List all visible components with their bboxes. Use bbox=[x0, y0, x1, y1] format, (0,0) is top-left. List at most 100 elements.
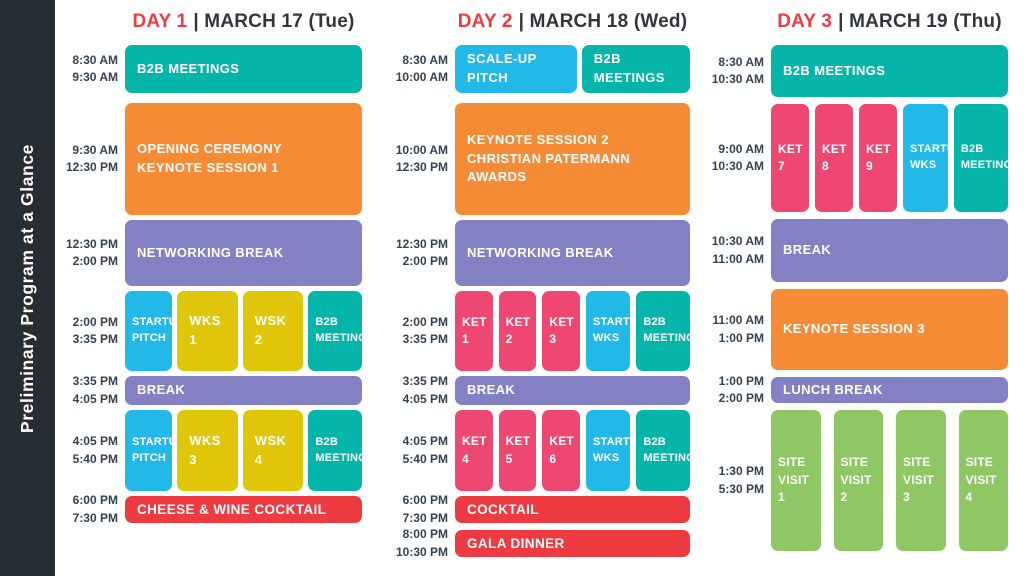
schedule-row: 11:00 AM 1:00 PM KEYNOTE SESSION 3 bbox=[703, 289, 1008, 370]
block-ket-1: KET 1 bbox=[455, 291, 493, 371]
block-site-visit-3: SITE VISIT 3 bbox=[896, 410, 946, 551]
block-keynote-session-2: KEYNOTE SESSION 2 CHRISTIAN PATERMANN AW… bbox=[455, 103, 690, 215]
block-site-visit-4: SITE VISIT 4 bbox=[958, 410, 1008, 551]
block-break: BREAK bbox=[125, 376, 362, 405]
block-lunch-break: LUNCH BREAK bbox=[771, 377, 1008, 403]
time-label: 11:00 AM 1:00 PM bbox=[712, 313, 764, 345]
block-site-visit-2: SITE VISIT 2 bbox=[833, 410, 883, 551]
day3-header: DAY 3 | MARCH 19 (Thu) bbox=[771, 8, 1008, 36]
time-label: 8:30 AM 10:00 AM bbox=[395, 52, 448, 84]
day1-label: DAY 1 bbox=[132, 11, 188, 32]
block-cheese-wine-cocktail: CHEESE & WINE COCKTAIL bbox=[125, 496, 362, 523]
time-label: 4:05 PM 5:40 PM bbox=[72, 434, 118, 466]
schedule-row: 9:30 AM 12:30 PM OPENING CEREMONY KEYNOT… bbox=[62, 103, 362, 215]
time-label: 9:00 AM 10:30 AM bbox=[711, 141, 764, 173]
schedule-row: 8:30 AM 10:30 AM B2B MEETINGS bbox=[703, 45, 1008, 97]
block-opening-ceremony: OPENING CEREMONY KEYNOTE SESSION 1 bbox=[125, 103, 362, 215]
row-blocks: BREAK bbox=[125, 376, 362, 405]
schedule-row: 12:30 PM 2:00 PM NETWORKING BREAK bbox=[390, 220, 690, 286]
time-label: 1:30 PM 5:30 PM bbox=[718, 464, 764, 496]
schedule-row: 4:05 PM 5:40 PM KET 4 KET 5 KET 6 STARTU… bbox=[390, 410, 702, 491]
row-blocks: SCALE-UP PITCH B2B MEETINGS bbox=[455, 45, 690, 93]
row-blocks: KET 4 KET 5 KET 6 STARTUP WKS B2B MEETIN… bbox=[455, 410, 702, 491]
day2-date: | MARCH 18 (Wed) bbox=[518, 11, 688, 32]
block-b2b-meetings: B2B MEETINGS bbox=[771, 45, 1008, 97]
row-blocks: KET 7 KET 8 KET 9 STARTUP WKS B2B MEETIN… bbox=[771, 104, 1020, 212]
day1-date: | MARCH 17 (Tue) bbox=[193, 11, 355, 32]
block-networking-break: NETWORKING BREAK bbox=[455, 220, 690, 286]
time-label: 2:00 PM 3:35 PM bbox=[402, 314, 448, 346]
block-b2b-meetings: B2B MEETINGS bbox=[125, 45, 362, 93]
block-startup-wks: STARTUP WKS bbox=[586, 410, 645, 491]
time-label: 12:30 PM 2:00 PM bbox=[395, 236, 448, 268]
time-label: 10:30 AM 11:00 AM bbox=[711, 234, 764, 266]
block-break: BREAK bbox=[455, 376, 690, 405]
block-b2b-meetings: B2B MEETINGS bbox=[953, 104, 1020, 212]
block-ket-6: KET 6 bbox=[542, 410, 581, 491]
day3-date: | MARCH 19 (Thu) bbox=[838, 11, 1002, 32]
schedule-row: 6:00 PM 7:30 PM COCKTAIL bbox=[390, 493, 690, 525]
block-keynote-session-3: KEYNOTE SESSION 3 bbox=[771, 289, 1008, 370]
row-blocks: KET 1 KET 2 KET 3 STARTUP WKS B2B MEETIN… bbox=[455, 291, 702, 371]
row-blocks: KEYNOTE SESSION 2 CHRISTIAN PATERMANN AW… bbox=[455, 103, 690, 215]
block-ket-7: KET 7 bbox=[771, 104, 810, 212]
block-networking-break: NETWORKING BREAK bbox=[125, 220, 362, 286]
row-blocks: KEYNOTE SESSION 3 bbox=[771, 289, 1008, 370]
schedule-row: 10:00 AM 12:30 PM KEYNOTE SESSION 2 CHRI… bbox=[390, 103, 690, 215]
block-break: BREAK bbox=[771, 219, 1008, 282]
time-label: 8:30 AM 10:30 AM bbox=[711, 54, 764, 86]
block-wsk-4: WSK 4 bbox=[242, 410, 304, 491]
time-label: 1:00 PM 2:00 PM bbox=[718, 373, 764, 405]
time-label: 10:00 AM 12:30 PM bbox=[395, 142, 448, 174]
block-b2b-meetings: B2B MEETINGS bbox=[308, 291, 374, 371]
time-label: 12:30 PM 2:00 PM bbox=[65, 236, 118, 268]
schedule-row: 8:30 AM 9:30 AM B2B MEETINGS bbox=[62, 45, 362, 93]
schedule-row: 8:00 PM 10:30 PM GALA DINNER bbox=[390, 527, 690, 559]
day1-column: DAY 1 | MARCH 17 (Tue) 8:30 AM 9:30 AM B… bbox=[62, 0, 374, 525]
sidebar: Preliminary Program at a Glance bbox=[0, 0, 55, 576]
block-ket-5: KET 5 bbox=[498, 410, 537, 491]
row-blocks: B2B MEETINGS bbox=[125, 45, 362, 93]
schedule-row: 1:00 PM 2:00 PM LUNCH BREAK bbox=[703, 373, 1008, 405]
time-label: 6:00 PM 7:30 PM bbox=[402, 493, 448, 525]
row-blocks: OPENING CEREMONY KEYNOTE SESSION 1 bbox=[125, 103, 362, 215]
day2-header: DAY 2 | MARCH 18 (Wed) bbox=[455, 8, 690, 36]
block-b2b-meetings: B2B MEETINGS bbox=[308, 410, 374, 491]
row-blocks: STARTUP PITCH WKS 1 WSK 2 B2B MEETINGS bbox=[125, 291, 374, 371]
row-blocks: COCKTAIL bbox=[455, 496, 690, 523]
row-blocks: B2B MEETINGS bbox=[771, 45, 1008, 97]
block-ket-4: KET 4 bbox=[455, 410, 493, 491]
time-label: 8:00 PM 10:30 PM bbox=[395, 527, 448, 559]
block-startup-wks: STARTUP WKS bbox=[586, 291, 645, 371]
row-blocks: BREAK bbox=[771, 219, 1008, 282]
row-blocks: LUNCH BREAK bbox=[771, 377, 1008, 403]
block-startup-pitch: STARTUP PITCH bbox=[125, 291, 184, 371]
day2-column: DAY 2 | MARCH 18 (Wed) 8:30 AM 10:00 AM … bbox=[390, 0, 702, 559]
schedule-row: 10:30 AM 11:00 AM BREAK bbox=[703, 219, 1008, 282]
schedule-row: 3:35 PM 4:05 PM BREAK bbox=[390, 374, 690, 406]
time-label: 4:05 PM 5:40 PM bbox=[402, 434, 448, 466]
time-label: 8:30 AM 9:30 AM bbox=[72, 52, 118, 84]
day3-label: DAY 3 bbox=[777, 11, 833, 32]
block-b2b-meetings: B2B MEETINGS bbox=[636, 291, 702, 371]
schedule-row: 12:30 PM 2:00 PM NETWORKING BREAK bbox=[62, 220, 362, 286]
page-title: Preliminary Program at a Glance bbox=[17, 143, 37, 433]
time-label: 9:30 AM 12:30 PM bbox=[65, 142, 118, 174]
row-blocks: CHEESE & WINE COCKTAIL bbox=[125, 496, 362, 523]
block-startup-wks: STARTUP WKS bbox=[903, 104, 962, 212]
time-label: 2:00 PM 3:35 PM bbox=[72, 314, 118, 346]
block-ket-3: KET 3 bbox=[542, 291, 581, 371]
row-blocks: NETWORKING BREAK bbox=[125, 220, 362, 286]
block-wks-3: WKS 3 bbox=[177, 410, 238, 491]
row-blocks: NETWORKING BREAK bbox=[455, 220, 690, 286]
schedule-row: 4:05 PM 5:40 PM STARTUP PITCH WKS 3 WSK … bbox=[62, 410, 374, 491]
schedule-row: 2:00 PM 3:35 PM STARTUP PITCH WKS 1 WSK … bbox=[62, 291, 374, 371]
day3-column: DAY 3 | MARCH 19 (Thu) 8:30 AM 10:30 AM … bbox=[703, 0, 1020, 551]
schedule-row: 2:00 PM 3:35 PM KET 1 KET 2 KET 3 STARTU… bbox=[390, 291, 702, 371]
schedule-row: 6:00 PM 7:30 PM CHEESE & WINE COCKTAIL bbox=[62, 493, 362, 525]
block-site-visit-1: SITE VISIT 1 bbox=[771, 410, 821, 551]
schedule-row: 3:35 PM 4:05 PM BREAK bbox=[62, 374, 362, 406]
block-startup-pitch: STARTUP PITCH bbox=[125, 410, 184, 491]
block-ket-8: KET 8 bbox=[815, 104, 854, 212]
